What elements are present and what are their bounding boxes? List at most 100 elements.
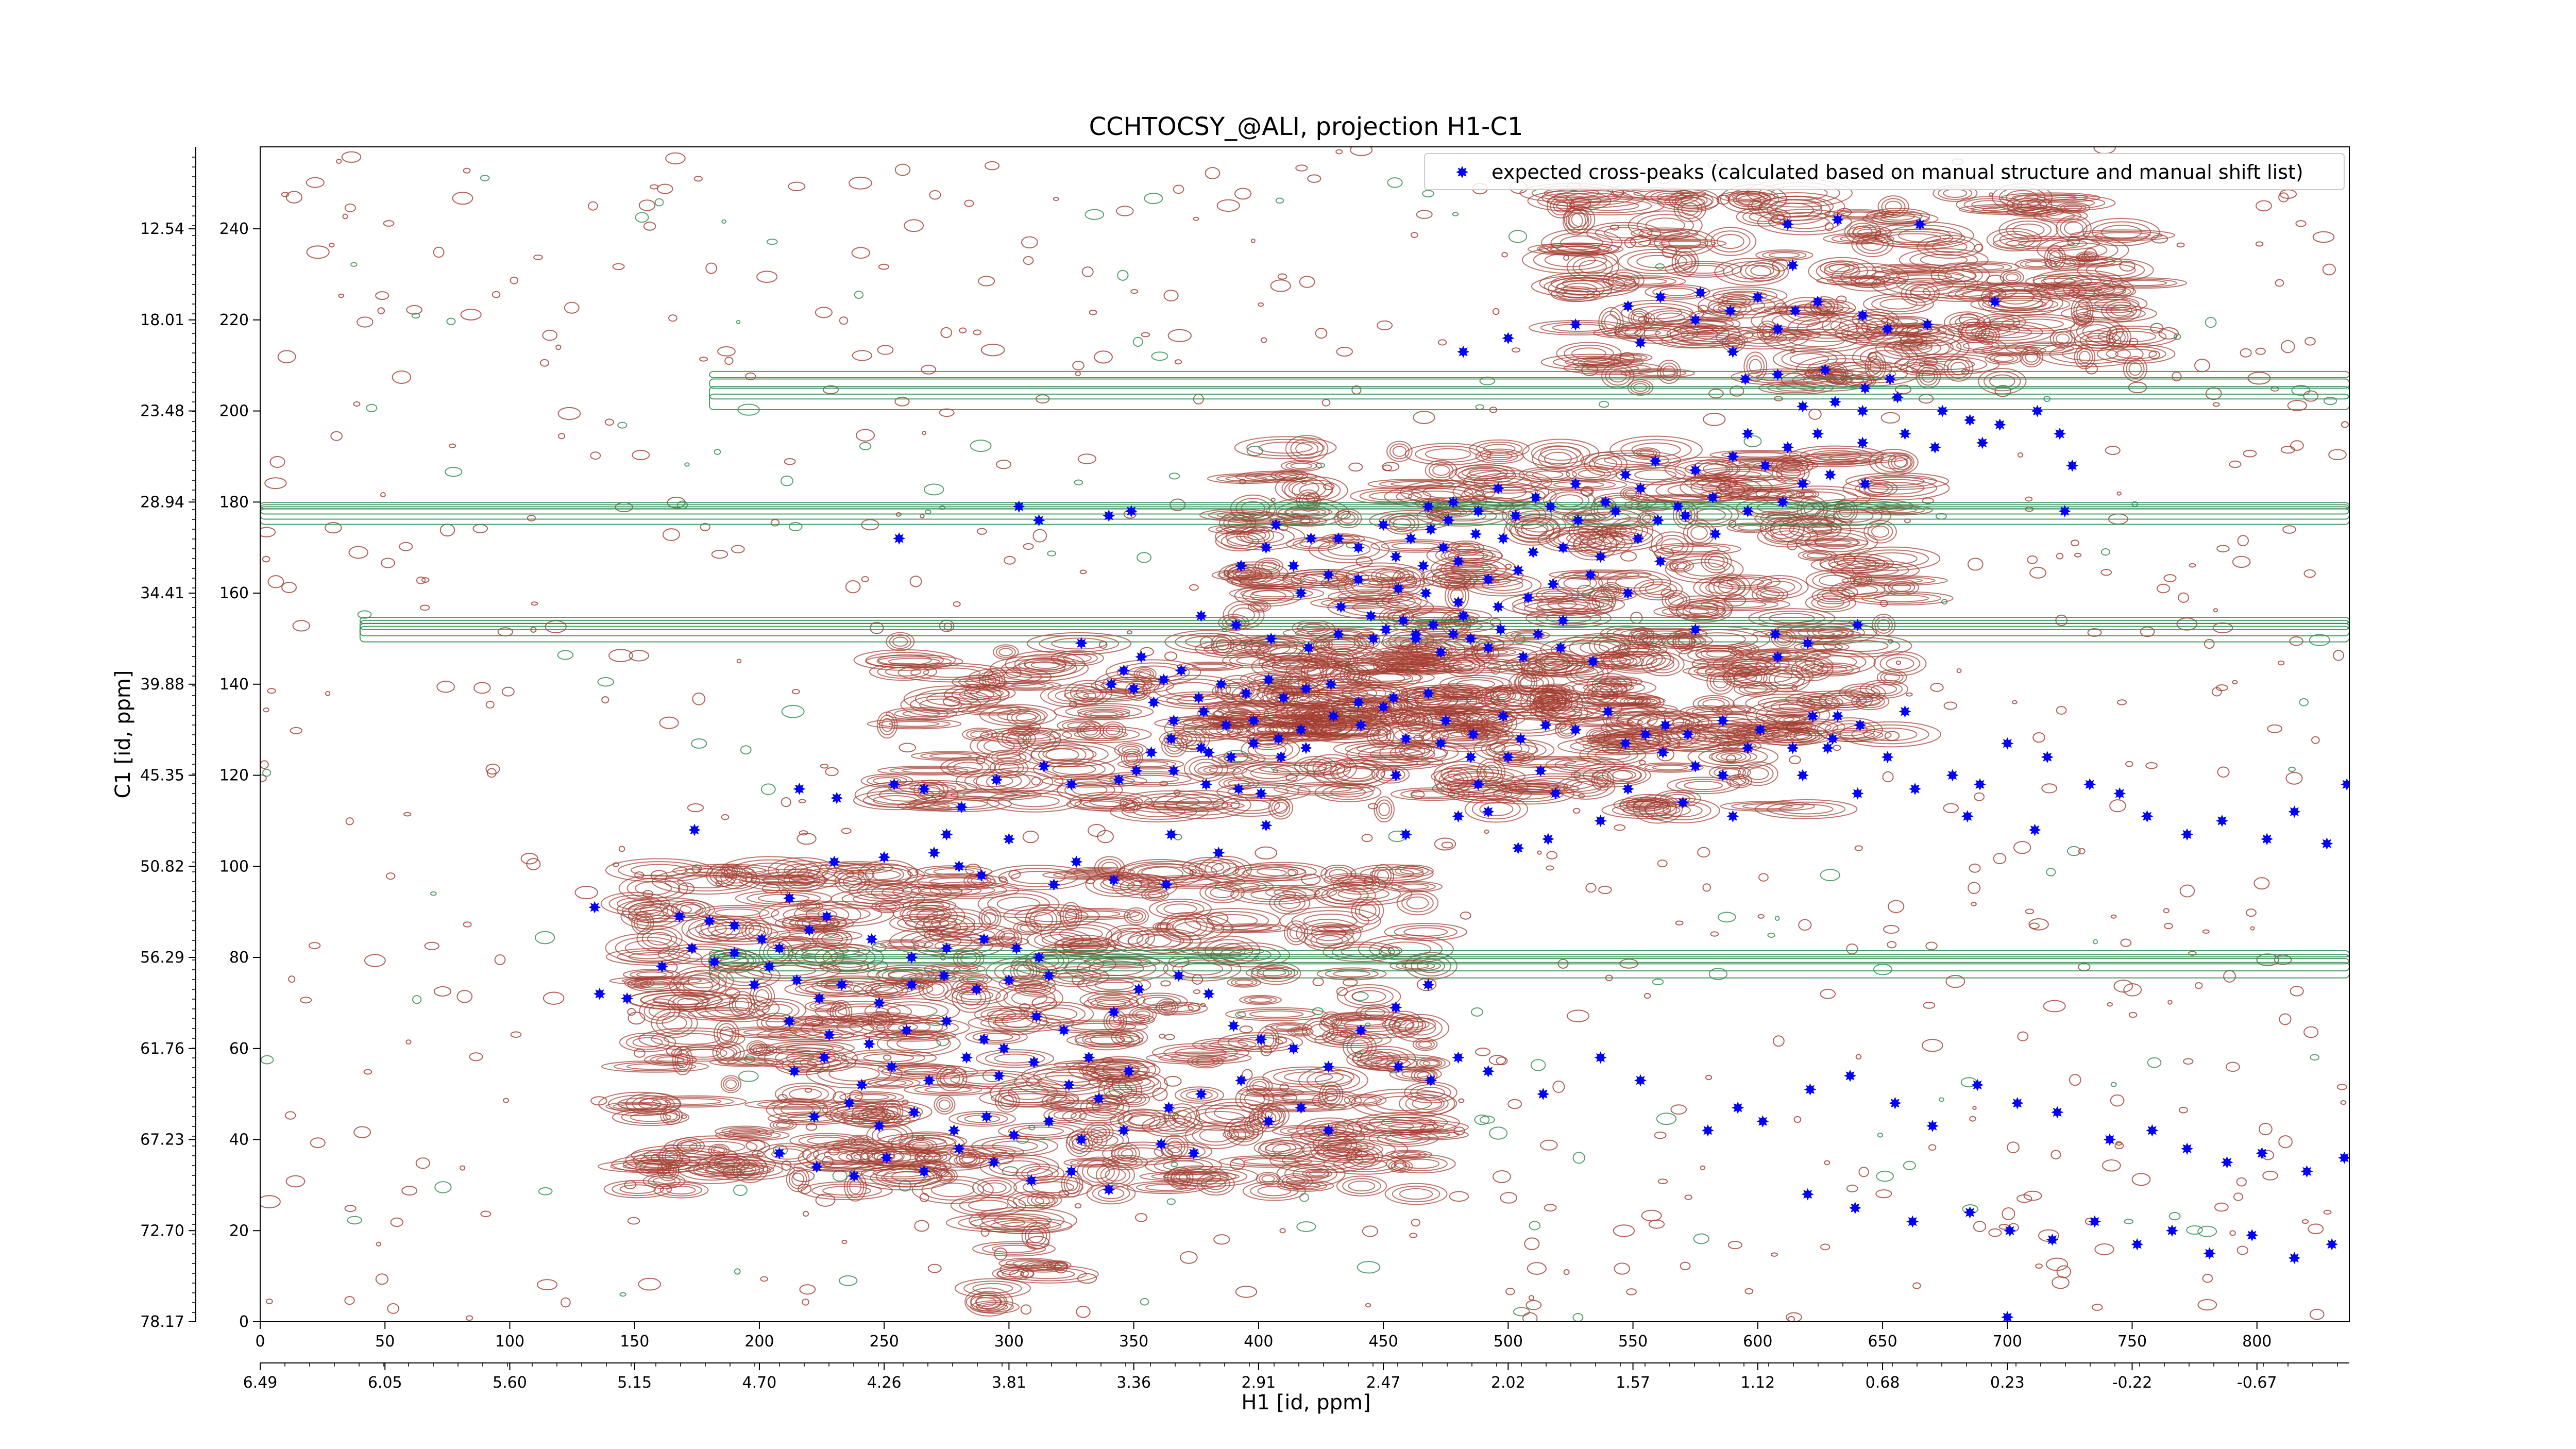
cross-peak-point (918, 783, 930, 795)
peak-contour (669, 971, 727, 1001)
cross-peak-point (1859, 478, 1872, 490)
peak-contour (1136, 1182, 1196, 1193)
peak-contour (1440, 686, 1473, 695)
noise-contour (668, 314, 677, 322)
noise-contour (1362, 1225, 1378, 1237)
peak-contour (1259, 733, 1340, 741)
noise-contour (485, 763, 500, 775)
peak-contour (1671, 197, 1705, 207)
peak-contour (1899, 248, 1989, 272)
noise-contour (2114, 1142, 2124, 1150)
peak-contour (1527, 242, 1624, 256)
peak-contour (1714, 736, 1747, 745)
peak-contour (1502, 500, 1552, 530)
peak-contour (1758, 610, 1825, 626)
noise-contour (980, 1228, 990, 1237)
peak-contour (1956, 196, 2023, 213)
noise-contour (1365, 1022, 1371, 1027)
peak-contour (1865, 682, 1903, 697)
cross-peak-point (1032, 514, 1045, 527)
peak-contour (1250, 767, 1291, 779)
peak-contour (1184, 908, 1280, 934)
cross-peak-point (1726, 810, 1739, 823)
peak-contour (877, 1128, 903, 1143)
cross-peak-point (1824, 468, 1837, 481)
peak-contour (1306, 1070, 1361, 1091)
peak-contour (1881, 198, 1906, 215)
peak-contour (1396, 663, 1463, 672)
peak-contour (902, 898, 957, 913)
noise-contour (2105, 446, 2121, 455)
peak-contour (1665, 261, 1742, 278)
peak-contour (1391, 1151, 1427, 1158)
noise-contour (1513, 1307, 1530, 1317)
peak-contour (1556, 196, 1665, 216)
noise-contour (2147, 1057, 2162, 1068)
peak-contour (1748, 608, 1836, 628)
peak-contour (1879, 654, 1921, 673)
noise-contour (1479, 376, 1496, 385)
peak-contour (1704, 552, 1728, 571)
noise-contour (416, 576, 426, 584)
noise-contour (445, 467, 463, 477)
peak-contour (2024, 194, 2077, 201)
peak-contour (1360, 866, 1424, 881)
peak-contour (912, 1161, 947, 1171)
peak-contour (954, 1154, 990, 1167)
noise-contour (387, 1303, 399, 1314)
noise-contour (1253, 955, 1259, 960)
peak-contour (1702, 726, 1756, 732)
peak-contour (1274, 886, 1329, 898)
peak-contour (826, 1003, 901, 1020)
peak-contour (820, 959, 876, 974)
peak-contour (775, 1122, 791, 1128)
peak-contour (780, 1103, 814, 1116)
noise-contour (1235, 1011, 1246, 1018)
peak-contour (1013, 920, 1042, 936)
peak-contour (1844, 220, 1882, 245)
cross-peak-point (1706, 491, 1719, 504)
noise-contour (385, 872, 396, 880)
noise-contour (1411, 232, 1418, 238)
noise-contour (2186, 1225, 2203, 1235)
peak-contour (1431, 730, 1489, 742)
peak-contour (1240, 671, 1300, 686)
noise-contour (267, 688, 276, 694)
noise-contour (2029, 567, 2047, 579)
peak-contour (1121, 1147, 1164, 1160)
peak-contour (1888, 452, 1914, 473)
peak-contour (1247, 673, 1293, 685)
peak-contour (1230, 925, 1273, 931)
peak-contour (1225, 1007, 1328, 1021)
peak-contour (1603, 227, 1644, 239)
noise-contour (2229, 460, 2242, 468)
peak-contour (869, 663, 938, 681)
peak-contour (1074, 1029, 1141, 1051)
noise-contour (760, 783, 776, 795)
noise-contour (2291, 385, 2311, 396)
noise-contour (357, 316, 374, 328)
peak-contour (762, 874, 816, 886)
peak-contour (1563, 577, 1591, 589)
peak-contour (1485, 716, 1508, 730)
cross-peak-point (1165, 732, 1178, 745)
noise-contour (1307, 174, 1321, 183)
peak-contour (1380, 571, 1401, 580)
cross-peak-point (1442, 514, 1455, 527)
peak-contour (1395, 961, 1435, 971)
noise-contour (1335, 149, 1343, 155)
peak-contour (1761, 326, 1774, 338)
peak-contour (698, 1009, 745, 1018)
peak-contour (849, 1019, 931, 1036)
cross-peak-point (2058, 505, 2071, 517)
noise-contour (2179, 884, 2195, 898)
noise-contour (1072, 361, 1084, 370)
peak-contour (871, 1125, 908, 1146)
peak-contour (1067, 722, 1091, 730)
peak-contour (998, 975, 1056, 992)
peak-contour (2037, 341, 2144, 367)
noise-contour (2167, 1000, 2173, 1005)
noise-contour (1846, 943, 1858, 955)
peak-contour (1147, 1001, 1208, 1016)
peak-contour (1545, 530, 1597, 549)
